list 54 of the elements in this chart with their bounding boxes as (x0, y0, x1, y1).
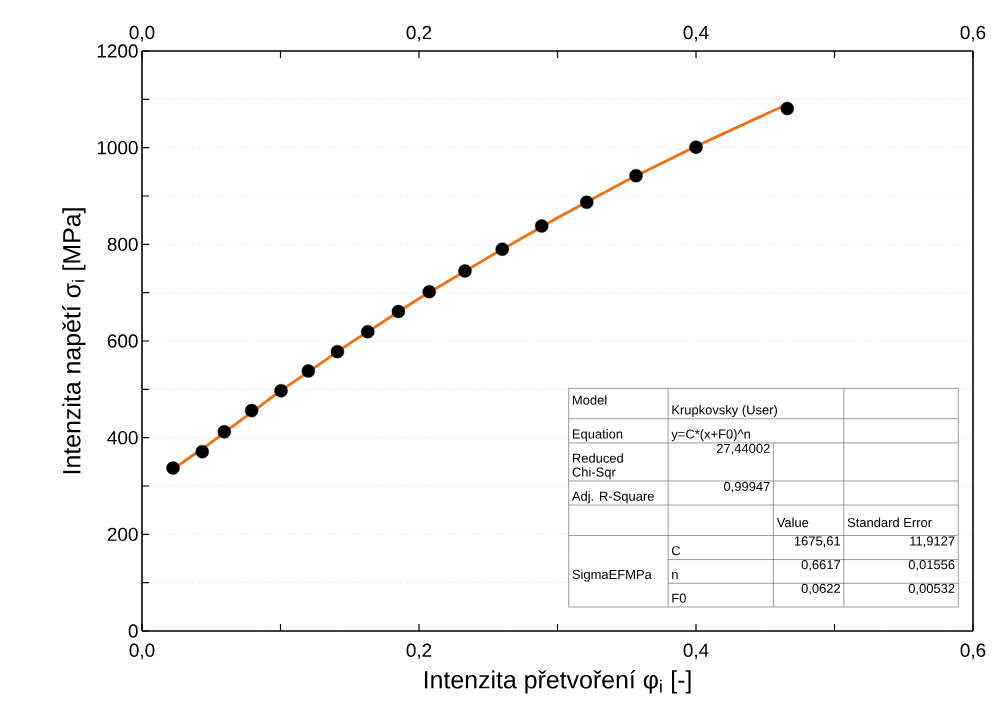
point (391, 304, 406, 319)
annotation: n (672, 571, 678, 579)
point (217, 425, 231, 439)
annotation: 0,6617 (801, 560, 841, 571)
x-tick-label: 0,0 (129, 25, 155, 42)
annotation: 0,0622 (801, 583, 841, 595)
point (422, 285, 436, 299)
annotation: 0,00532 (908, 583, 955, 595)
y-tick-label: 400 (107, 430, 138, 445)
annotation: Standard Error (847, 517, 932, 528)
point (780, 101, 794, 116)
point (495, 242, 509, 256)
annotation: y=C*(x+F0)^n (671, 429, 750, 442)
annotation: C (671, 546, 681, 556)
x-tick-label: 0,4 (683, 25, 709, 42)
annotation: 0,01556 (908, 560, 955, 571)
annotation: Reduced Chi-Sqr (572, 453, 623, 480)
x2-tick-label: 0,4 (683, 643, 709, 660)
annotation: 11,9127 (910, 536, 955, 548)
point (458, 264, 472, 278)
point (166, 461, 180, 475)
x-tick-label: 0,6 (960, 25, 986, 42)
annotation: 0,99947 (723, 481, 770, 493)
y-tick-label: 600 (107, 334, 138, 348)
y-tick-label: 200 (107, 527, 138, 542)
y-tick-label: 800 (107, 237, 138, 252)
annotation: SigmaEFMPa (572, 569, 652, 582)
y-tick-label: 1200 (97, 44, 138, 58)
y-tick-label: 1000 (97, 140, 138, 155)
point (195, 444, 209, 459)
point (274, 384, 288, 398)
point (244, 403, 259, 418)
x-axis-title: Intenzita přetvoření φ$_{i}$ [-] (424, 670, 691, 694)
point (580, 195, 594, 209)
annotation: Krupkovsky (User) (672, 404, 777, 418)
x2-tick-label: 0,0 (129, 643, 155, 660)
point (689, 140, 703, 154)
x2-tick-label: 0,6 (960, 643, 986, 660)
point (629, 169, 643, 183)
annotation: 27,44002 (716, 443, 770, 455)
point (361, 325, 375, 339)
annotation: F0 (672, 593, 686, 603)
point (330, 344, 345, 359)
y-axis-title: Intenzita napětí σ$_{i}$ [MPa] (62, 208, 86, 474)
x-tick-label: 0,2 (406, 25, 432, 42)
point (301, 364, 316, 378)
y-tick-label: 0 (128, 624, 138, 638)
annotation: 1675,61 (794, 536, 841, 548)
annotation: Value (776, 517, 809, 528)
annotation: Adj. R-Square (571, 491, 654, 504)
x2-tick-label: 0,2 (406, 643, 432, 660)
annotation: Model (572, 395, 607, 405)
annotation: Equation (572, 429, 623, 442)
point (535, 219, 549, 233)
